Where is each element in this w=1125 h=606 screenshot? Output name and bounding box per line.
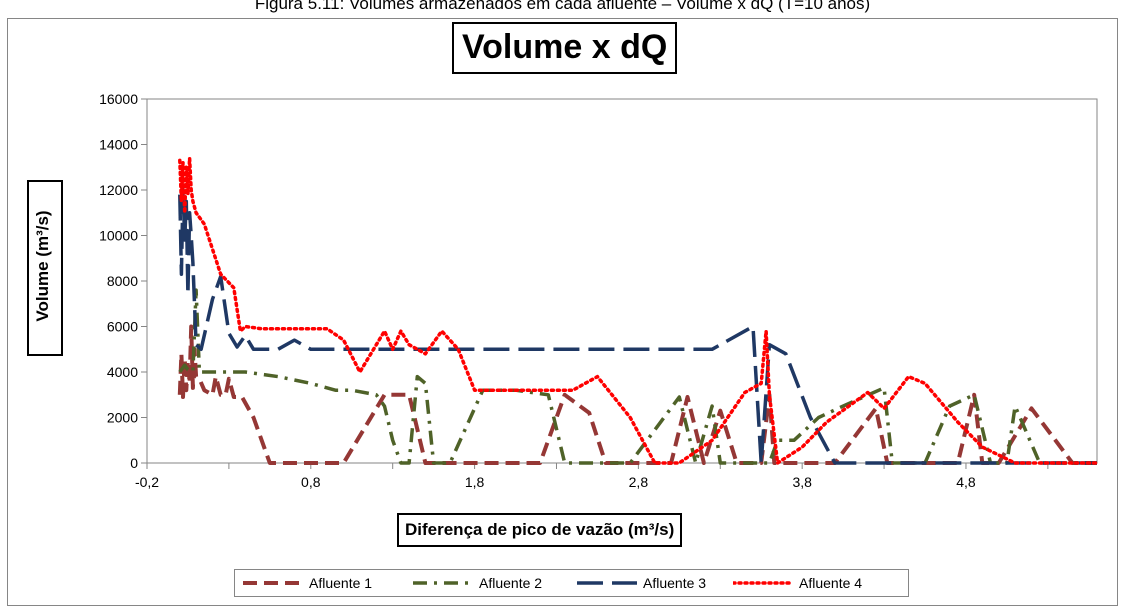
- y-tick-label: 14000: [99, 137, 138, 153]
- x-tick-label: -0,2: [135, 474, 159, 490]
- x-tick-label: 3,8: [792, 474, 812, 490]
- legend-item-2: Afluente 2: [413, 570, 542, 596]
- y-tick-label: 0: [130, 455, 138, 471]
- y-tick-label: 16000: [99, 91, 138, 107]
- axes-group: [141, 98, 1098, 469]
- y-tick-label: 8000: [107, 273, 138, 289]
- y-tick-label: 12000: [99, 182, 138, 198]
- legend-swatch-1: [243, 581, 303, 585]
- legend-label-2: Afluente 2: [479, 575, 543, 591]
- chart-title: Volume x dQ: [452, 22, 678, 74]
- legend-item-4: Afluente 4: [733, 570, 862, 596]
- y-axis-label: Volume (m³/s): [33, 210, 52, 322]
- y-tick-label: 2000: [107, 410, 138, 426]
- legend-item-1: Afluente 1: [243, 570, 372, 596]
- legend-swatch-4: [733, 581, 793, 585]
- x-axis-label: Diferença de pico de vazão (m³/s): [397, 513, 683, 547]
- y-tick-label: 6000: [107, 319, 138, 335]
- legend-label-4: Afluente 4: [799, 575, 863, 591]
- legend-label-1: Afluente 1: [309, 575, 373, 591]
- legend-swatch-2: [413, 581, 473, 585]
- legend-item-3: Afluente 3: [577, 570, 706, 596]
- figure-caption: Figura 5.11: Volumes armazenados em cada…: [254, 0, 871, 13]
- series-line-2: [178, 288, 1097, 465]
- series-line-3: [178, 188, 1097, 465]
- chart-legend: Afluente 1 Afluente 2 Afluente 3 Afluent…: [234, 569, 909, 597]
- x-tick-label: 0,8: [301, 474, 321, 490]
- legend-label-3: Afluente 3: [643, 575, 707, 591]
- y-tick-label: 4000: [107, 364, 138, 380]
- series-group: [177, 156, 1099, 465]
- legend-swatch-3: [577, 581, 637, 585]
- y-axis-label-box: [27, 180, 63, 356]
- x-tick-label: 1,8: [465, 474, 485, 490]
- series-line-4: [178, 156, 1099, 465]
- x-tick-label: 2,8: [629, 474, 649, 490]
- x-tick-label: 4,8: [956, 474, 976, 490]
- y-tick-label: 10000: [99, 228, 138, 244]
- ticks-group: 0 2000 4000 6000 8000 10000 12000 14000 16000 -0,…: [99, 91, 976, 490]
- series-line-1: [177, 324, 1097, 465]
